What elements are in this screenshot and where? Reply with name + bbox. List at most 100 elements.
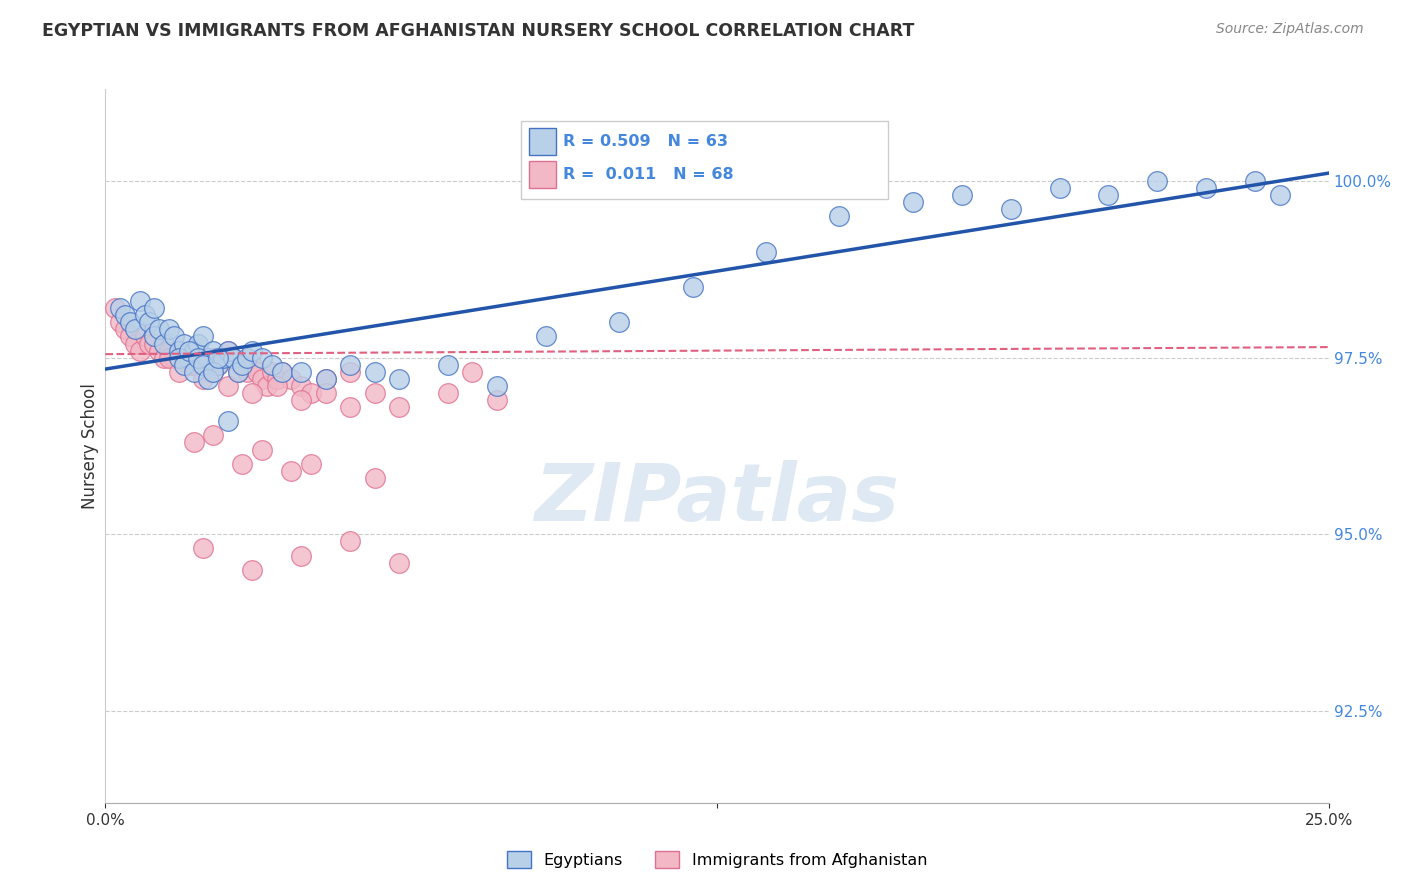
Point (240, 563, 263, 577)
Point (339, 400, 361, 414)
Point (250, 351, 273, 365)
Point (950, 188, 973, 202)
Point (157, 343, 180, 358)
Point (388, 556, 411, 570)
Point (193, 358, 215, 372)
Point (266, 379, 288, 393)
Point (183, 358, 205, 372)
Point (231, 457, 253, 471)
Point (212, 351, 235, 365)
Point (197, 372, 219, 386)
Point (163, 329, 186, 343)
Point (177, 351, 200, 365)
Point (134, 308, 156, 322)
Point (138, 315, 160, 329)
Point (755, 244, 778, 259)
Point (193, 329, 215, 343)
Point (240, 386, 263, 401)
Point (167, 351, 190, 365)
Point (108, 315, 131, 329)
Point (221, 351, 243, 365)
Point (217, 343, 239, 358)
Point (114, 322, 136, 336)
Point (388, 400, 411, 414)
Point (363, 386, 385, 401)
Point (128, 294, 150, 309)
Point (363, 365, 385, 379)
Point (339, 358, 361, 372)
Text: R =  0.011   N = 68: R = 0.011 N = 68 (562, 167, 734, 182)
Point (290, 365, 312, 379)
Point (236, 365, 259, 379)
Point (388, 372, 411, 386)
Bar (529, 128, 555, 155)
Point (153, 336, 176, 351)
Point (315, 372, 337, 386)
Point (250, 442, 273, 457)
Point (197, 365, 219, 379)
Point (193, 372, 215, 386)
Point (266, 372, 288, 386)
Point (167, 343, 190, 358)
Point (148, 322, 170, 336)
Point (187, 336, 209, 351)
Point (202, 428, 225, 442)
Point (437, 386, 460, 401)
Point (177, 343, 200, 358)
Point (315, 372, 337, 386)
Point (299, 386, 322, 401)
Point (217, 343, 239, 358)
Point (128, 343, 150, 358)
Point (202, 351, 225, 365)
Point (167, 343, 190, 358)
Point (280, 372, 302, 386)
Point (828, 210, 851, 224)
Point (124, 336, 146, 351)
Point (256, 379, 278, 393)
Point (193, 358, 215, 372)
Point (202, 365, 225, 379)
Point (143, 301, 166, 316)
Point (138, 336, 160, 351)
Point (1146, 174, 1168, 188)
Point (270, 365, 292, 379)
Point (485, 379, 508, 393)
Point (153, 351, 176, 365)
Point (299, 457, 322, 471)
Point (250, 372, 273, 386)
Point (315, 386, 337, 401)
Point (212, 351, 235, 365)
Point (183, 343, 205, 358)
Point (339, 534, 361, 549)
Point (1244, 174, 1267, 188)
Point (143, 329, 166, 343)
Point (134, 329, 156, 343)
Y-axis label: Nursery School: Nursery School (80, 383, 98, 509)
Point (104, 301, 127, 316)
Text: R = 0.509   N = 63: R = 0.509 N = 63 (562, 134, 728, 149)
Point (1195, 181, 1218, 195)
Point (226, 365, 249, 379)
Text: ZIPatlas: ZIPatlas (534, 460, 900, 538)
Point (236, 351, 259, 365)
Point (118, 315, 141, 329)
Point (157, 351, 180, 365)
Point (173, 336, 195, 351)
Point (231, 358, 253, 372)
Point (290, 379, 312, 393)
Point (202, 365, 225, 379)
Point (177, 358, 200, 372)
Point (108, 301, 131, 316)
Text: Source: ZipAtlas.com: Source: ZipAtlas.com (1216, 22, 1364, 37)
Point (118, 329, 141, 343)
Point (231, 358, 253, 372)
Point (290, 549, 312, 563)
Point (197, 351, 219, 365)
Point (534, 329, 557, 343)
Point (290, 393, 312, 408)
Point (270, 365, 292, 379)
Point (187, 358, 209, 372)
Point (143, 336, 166, 351)
Point (901, 195, 924, 210)
Point (173, 358, 195, 372)
